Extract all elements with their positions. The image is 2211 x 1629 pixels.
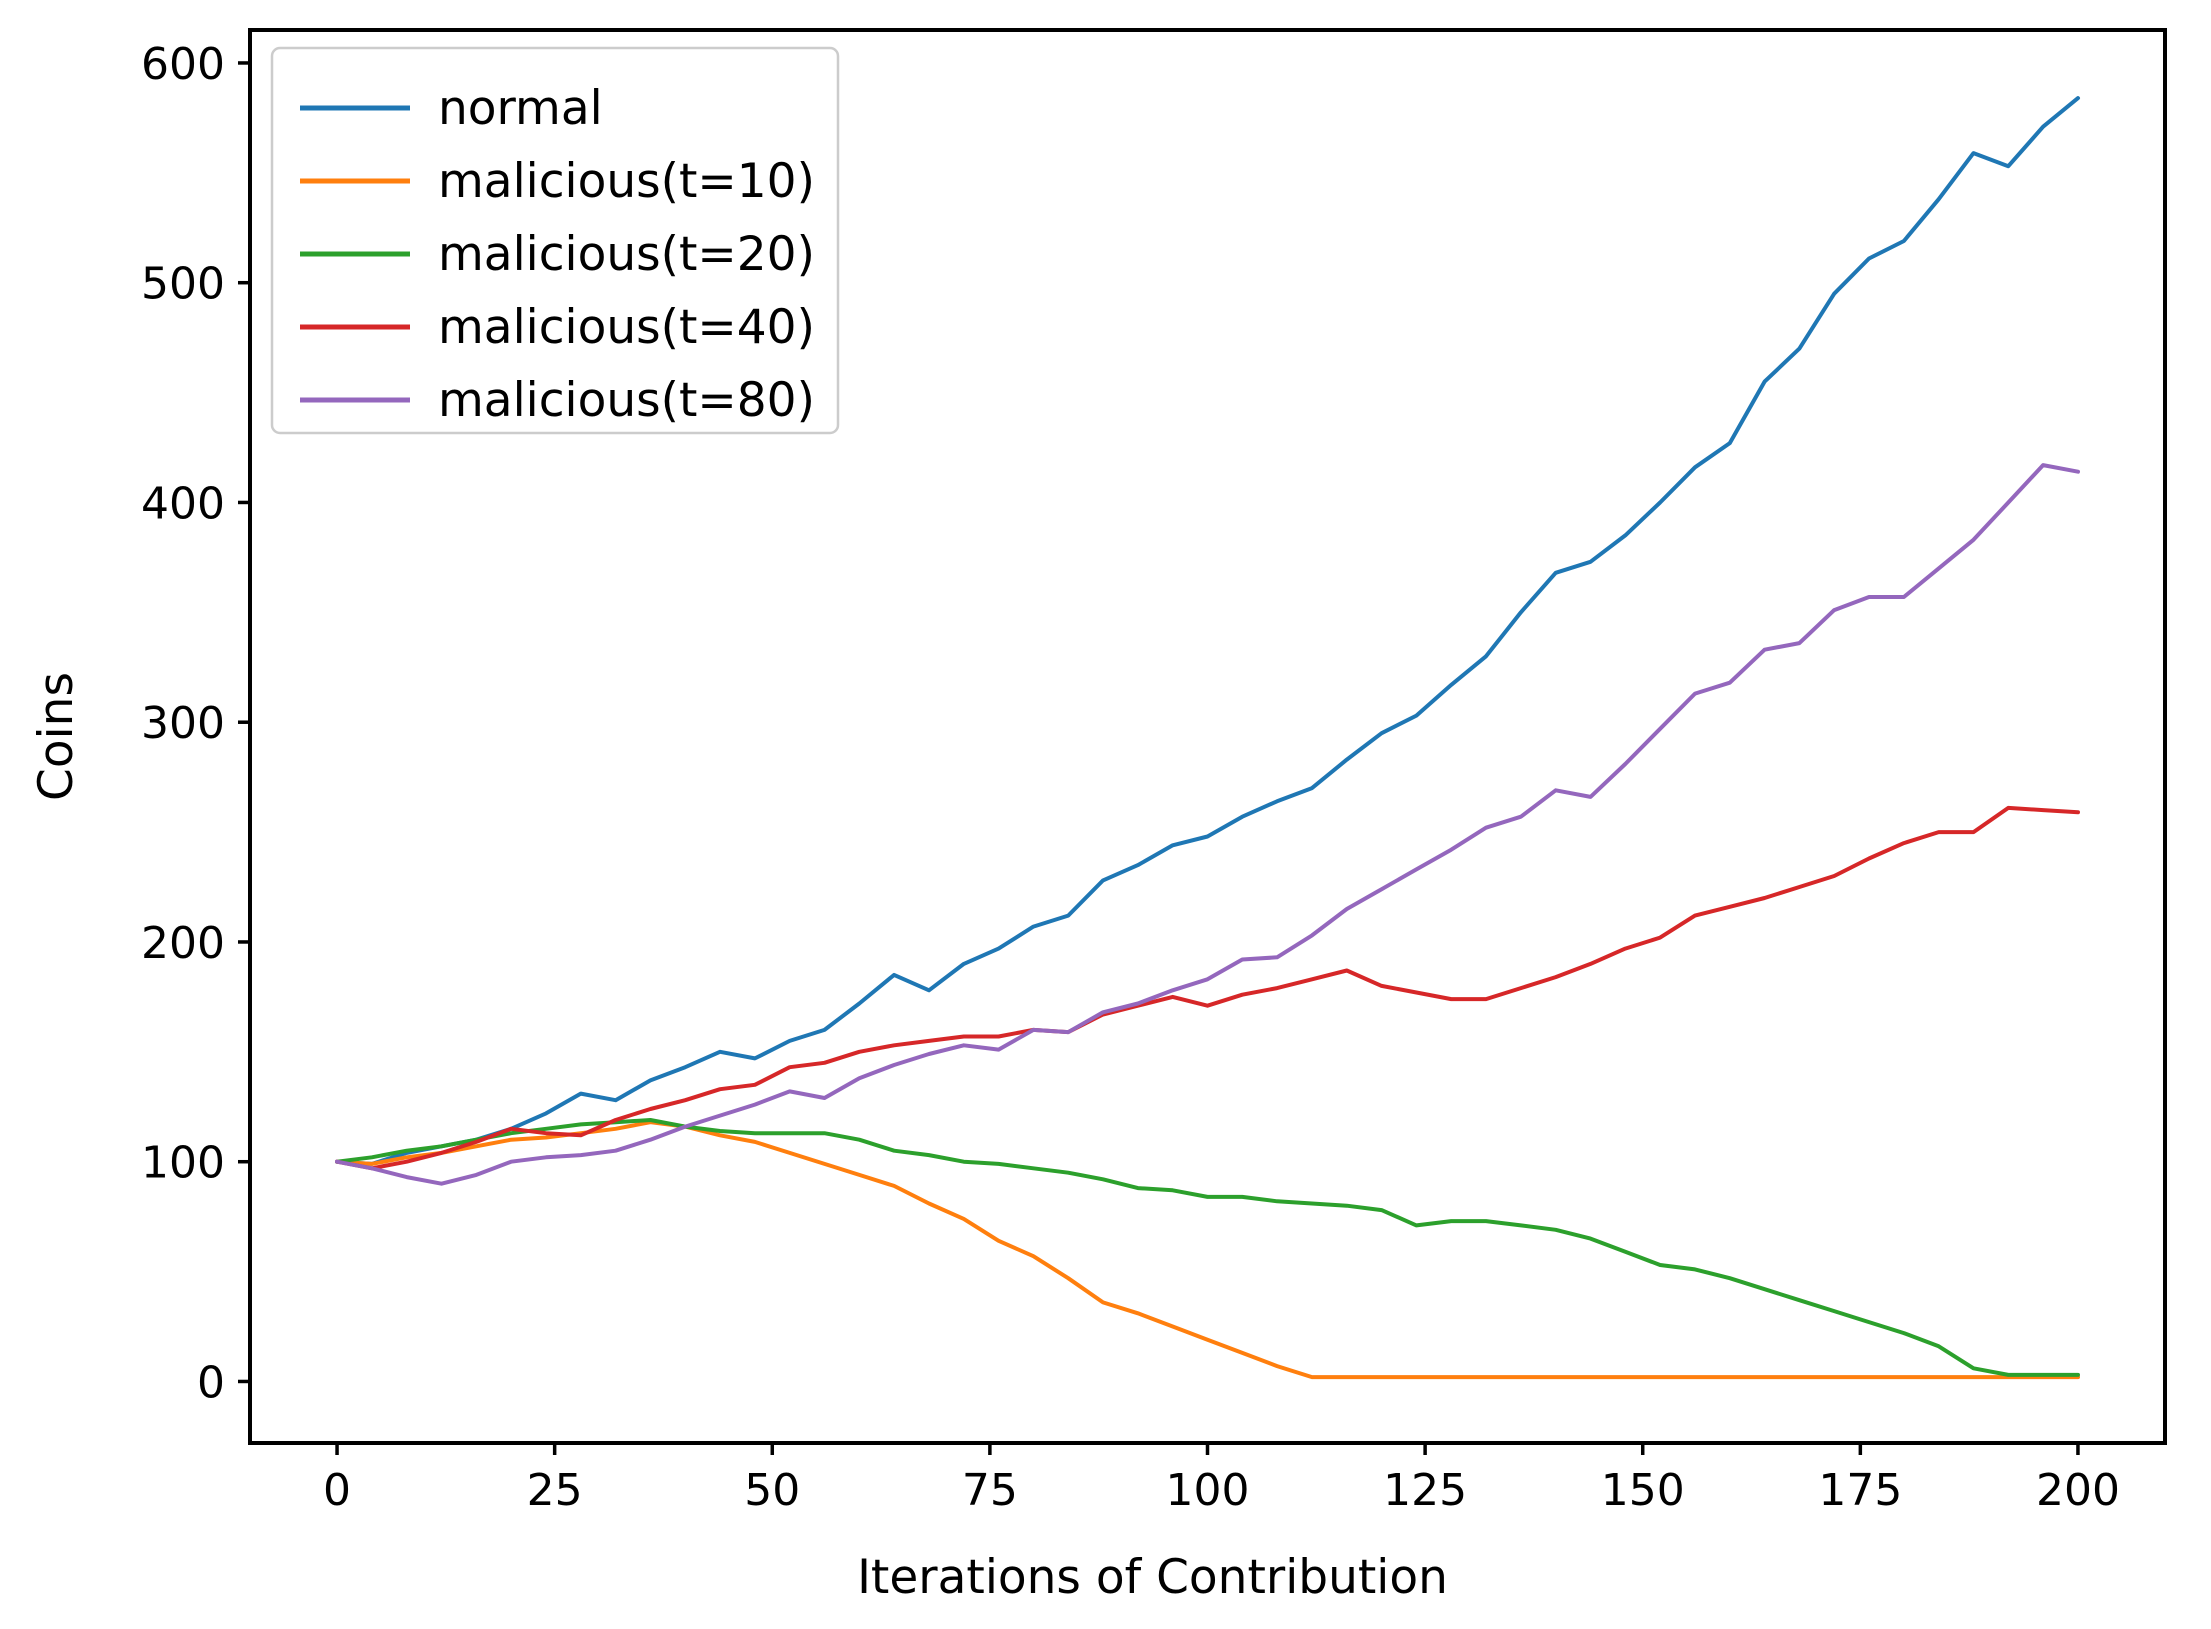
x-tick-label: 175 <box>1818 1465 1902 1516</box>
x-tick-label: 200 <box>2036 1465 2120 1516</box>
x-tick-label: 50 <box>744 1465 800 1516</box>
x-axis: 0 25 50 75 100 125 150 175 200 <box>323 1443 2120 1516</box>
y-tick-label: 100 <box>141 1138 225 1189</box>
legend-label: normal <box>438 81 603 136</box>
series-line-malicious-t-40 <box>335 805 2080 1171</box>
legend-item: normal <box>300 81 603 136</box>
series-line-normal <box>335 96 2080 1166</box>
x-tick-label: 25 <box>527 1465 583 1516</box>
y-axis: 0 100 200 300 400 500 600 <box>141 39 250 1408</box>
legend-item: malicious(t=80) <box>300 373 815 428</box>
legend-item: malicious(t=40) <box>300 300 815 355</box>
y-tick-label: 600 <box>141 39 225 90</box>
legend-item: malicious(t=20) <box>300 227 815 282</box>
y-axis-label: Coins <box>29 672 84 801</box>
series-line-malicious-t-80 <box>335 463 2080 1186</box>
legend-label: malicious(t=40) <box>438 300 815 355</box>
legend-item: malicious(t=10) <box>300 154 815 209</box>
x-tick-label: 75 <box>962 1465 1018 1516</box>
y-tick-label: 400 <box>141 478 225 529</box>
legend-label: malicious(t=10) <box>438 154 815 209</box>
y-tick-label: 500 <box>141 259 225 310</box>
x-tick-label: 100 <box>1166 1465 1250 1516</box>
y-tick-label: 300 <box>141 698 225 749</box>
legend-label: malicious(t=80) <box>438 373 815 428</box>
legend-box <box>270 46 840 435</box>
legend-label: malicious(t=20) <box>438 227 815 282</box>
series-line-malicious-t-10 <box>335 1120 2080 1380</box>
x-axis-label: Iterations of Contribution <box>857 1550 1448 1605</box>
x-tick-label: 150 <box>1601 1465 1685 1516</box>
x-tick-label: 0 <box>323 1465 351 1516</box>
legend: normal malicious(t=10) malicious(t=20) mali… <box>270 46 840 435</box>
y-tick-label: 0 <box>197 1357 225 1408</box>
series-line-malicious-t-20 <box>335 1118 2080 1377</box>
y-tick-label: 200 <box>141 918 225 969</box>
x-tick-label: 125 <box>1383 1465 1467 1516</box>
